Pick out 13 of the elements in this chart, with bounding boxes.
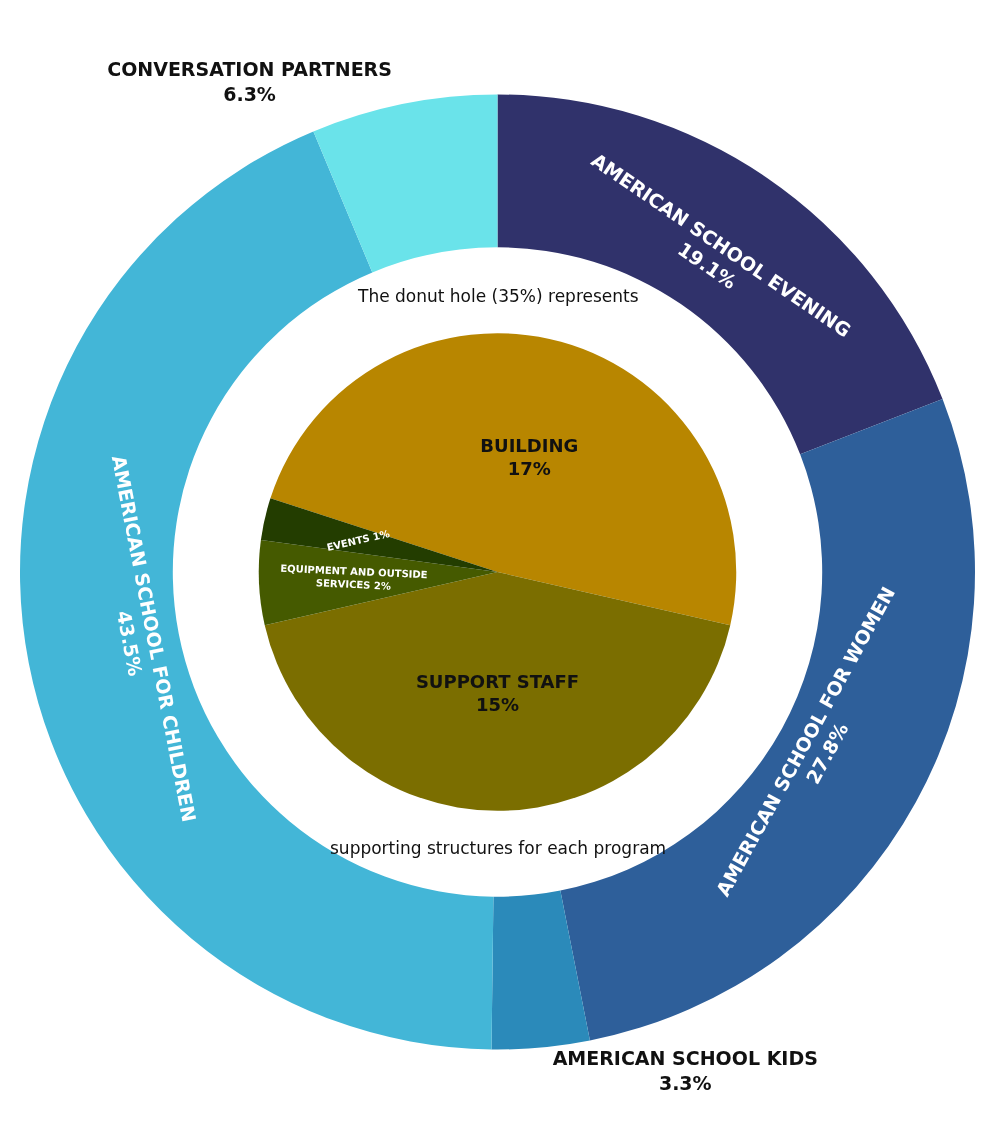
- data-label: 17%: [507, 458, 551, 480]
- data-label: 3.3%: [658, 1072, 712, 1095]
- slice-label: CONVERSATION PARTNERS: [107, 58, 392, 81]
- slice-label: EQUIPMENT AND OUTSIDE SERVICES 2%: [280, 562, 428, 592]
- pie-slice: [270, 333, 737, 626]
- text: supporting structures for each program: [330, 838, 667, 858]
- slice-label: SUPPORT STAFF: [415, 670, 580, 692]
- slice-label: EVENTS 1%: [325, 527, 391, 553]
- slice-label: AMERICAN SCHOOL KIDS: [552, 1047, 818, 1070]
- data-label: 6.3%: [223, 82, 276, 105]
- data-label: 15%: [475, 694, 520, 716]
- slice-label: BUILDING: [480, 434, 579, 456]
- text: The donut hole (35%) represents: [357, 286, 639, 306]
